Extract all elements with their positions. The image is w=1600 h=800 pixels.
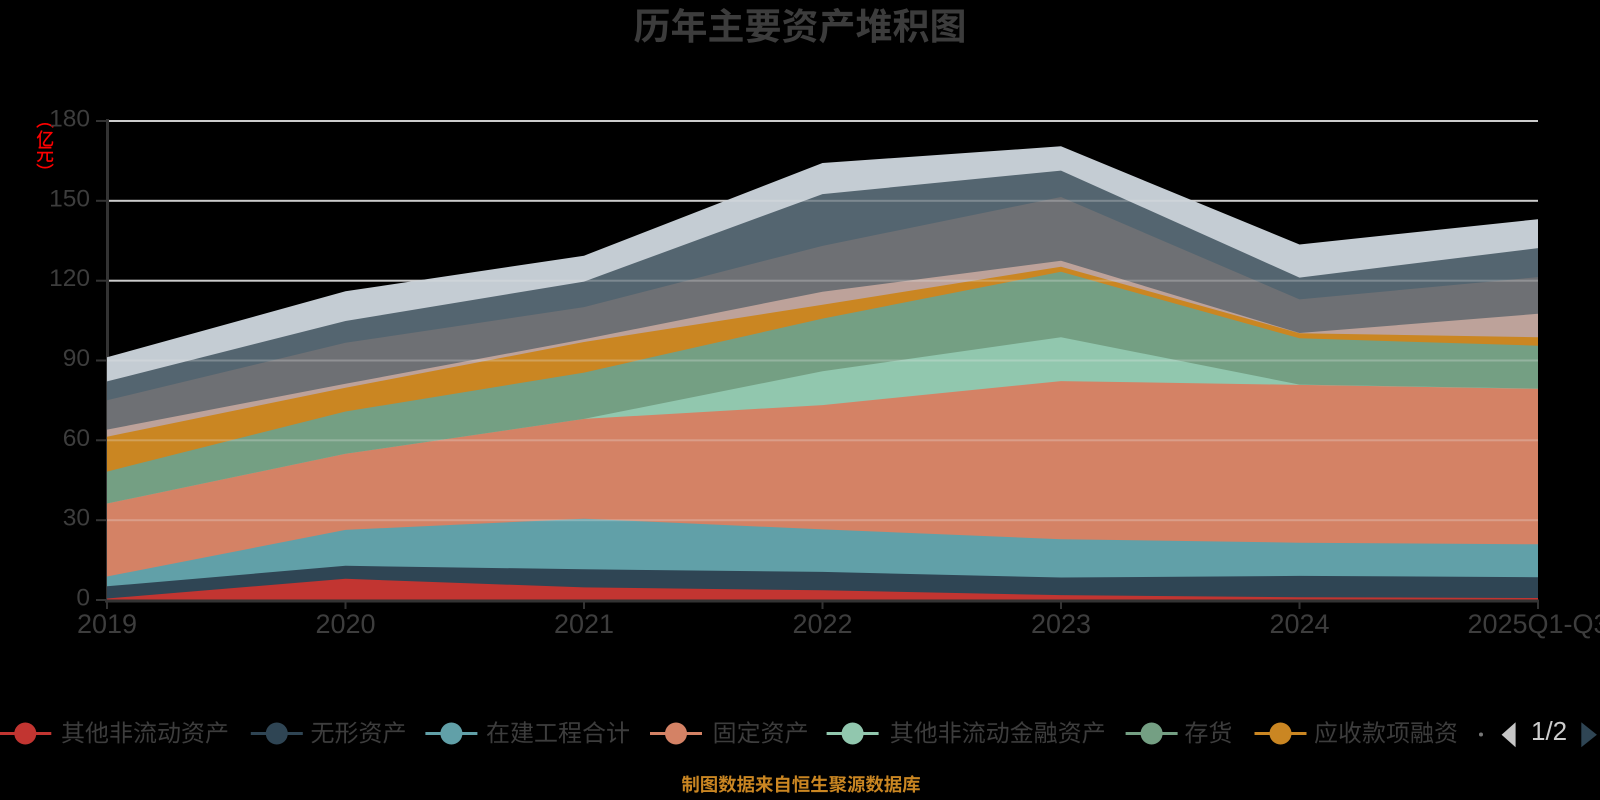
svg-text:1/2: 1/2	[1531, 716, 1567, 746]
svg-text:2020: 2020	[315, 609, 375, 639]
svg-text:2022: 2022	[792, 609, 852, 639]
svg-text:90: 90	[63, 345, 90, 372]
svg-text:2024: 2024	[1269, 609, 1329, 639]
svg-text:150: 150	[49, 185, 90, 212]
svg-text:2021: 2021	[554, 609, 614, 639]
svg-text:2023: 2023	[1031, 609, 1091, 639]
svg-text:120: 120	[49, 265, 90, 292]
svg-text:2025Q1-Q3: 2025Q1-Q3	[1467, 609, 1600, 639]
svg-text:2019: 2019	[77, 609, 137, 639]
svg-text:30: 30	[63, 505, 90, 532]
svg-text:180: 180	[49, 106, 90, 133]
svg-text:0: 0	[76, 585, 90, 612]
svg-text:60: 60	[63, 425, 90, 452]
